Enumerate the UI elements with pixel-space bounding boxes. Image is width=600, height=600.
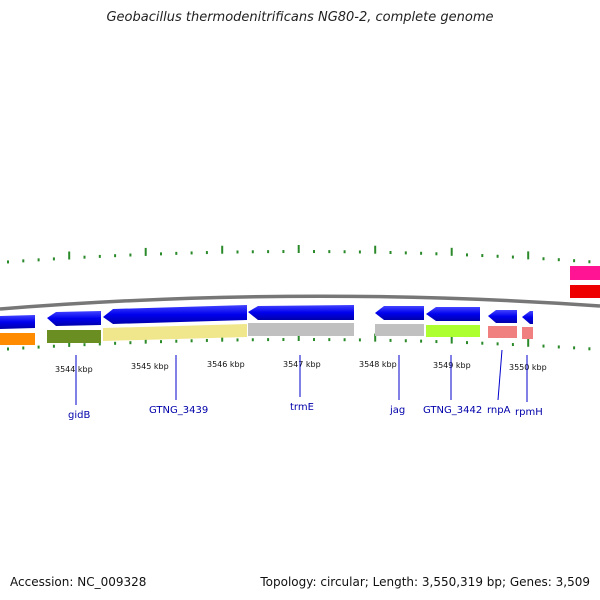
cog-block-gidB: [47, 330, 101, 343]
scale-label: 3550 kbp: [509, 363, 547, 372]
cog-block-rpmH: [522, 327, 533, 339]
gene-label[interactable]: trmE: [290, 402, 314, 413]
gene-label[interactable]: rnpA: [487, 405, 511, 416]
gene-arrow-trmE[interactable]: [248, 305, 354, 320]
right-edge-feature-pink: [570, 266, 600, 280]
cog-block-GTNG_3439: [103, 324, 247, 341]
scale-label: 3546 kbp: [207, 360, 245, 369]
scale-label: 3547 kbp: [283, 360, 321, 369]
scale-label: 3545 kbp: [131, 362, 169, 371]
cog-block-jag: [375, 324, 424, 336]
right-edge-feature-red: [570, 285, 600, 298]
gene-label[interactable]: GTNG_3442: [423, 405, 482, 416]
cog-block-rnpA: [488, 326, 517, 338]
gene-arrow-gidB[interactable]: [47, 311, 101, 326]
gene-arrow-GTNG_3442[interactable]: [426, 307, 480, 321]
gene-label[interactable]: rpmH: [515, 407, 543, 418]
map-title: Geobacillus thermodenitrificans NG80-2, …: [106, 10, 494, 25]
gene-label[interactable]: gidB: [68, 410, 90, 421]
scale-label: 3549 kbp: [433, 361, 471, 370]
gene-arrow-left-partial[interactable]: [0, 315, 35, 329]
label-line-rnpA: [497, 349, 503, 401]
gene-arrow-jag[interactable]: [375, 306, 424, 320]
gene-label[interactable]: jag: [389, 405, 405, 416]
genome-summary-text: Topology: circular; Length: 3,550,319 bp…: [260, 575, 590, 589]
gene-arrow-rnpA[interactable]: [488, 310, 517, 323]
cog-block-GTNG_3442: [426, 325, 480, 337]
gene-label-lines: [75, 349, 528, 405]
accession-text: Accession: NC_009328: [10, 575, 147, 589]
cog-block-trmE: [248, 323, 354, 336]
genome-backbone: [0, 294, 600, 311]
gene-arrow-GTNG_3439[interactable]: [103, 305, 247, 324]
gene-label[interactable]: GTNG_3439: [149, 405, 208, 416]
gene-arrow-rpmH[interactable]: [522, 311, 533, 324]
gc-content-ticks-top: [7, 245, 591, 264]
scale-label: 3544 kbp: [55, 365, 93, 374]
scale-label: 3548 kbp: [359, 360, 397, 369]
cog-block-left-partial: [0, 333, 35, 345]
